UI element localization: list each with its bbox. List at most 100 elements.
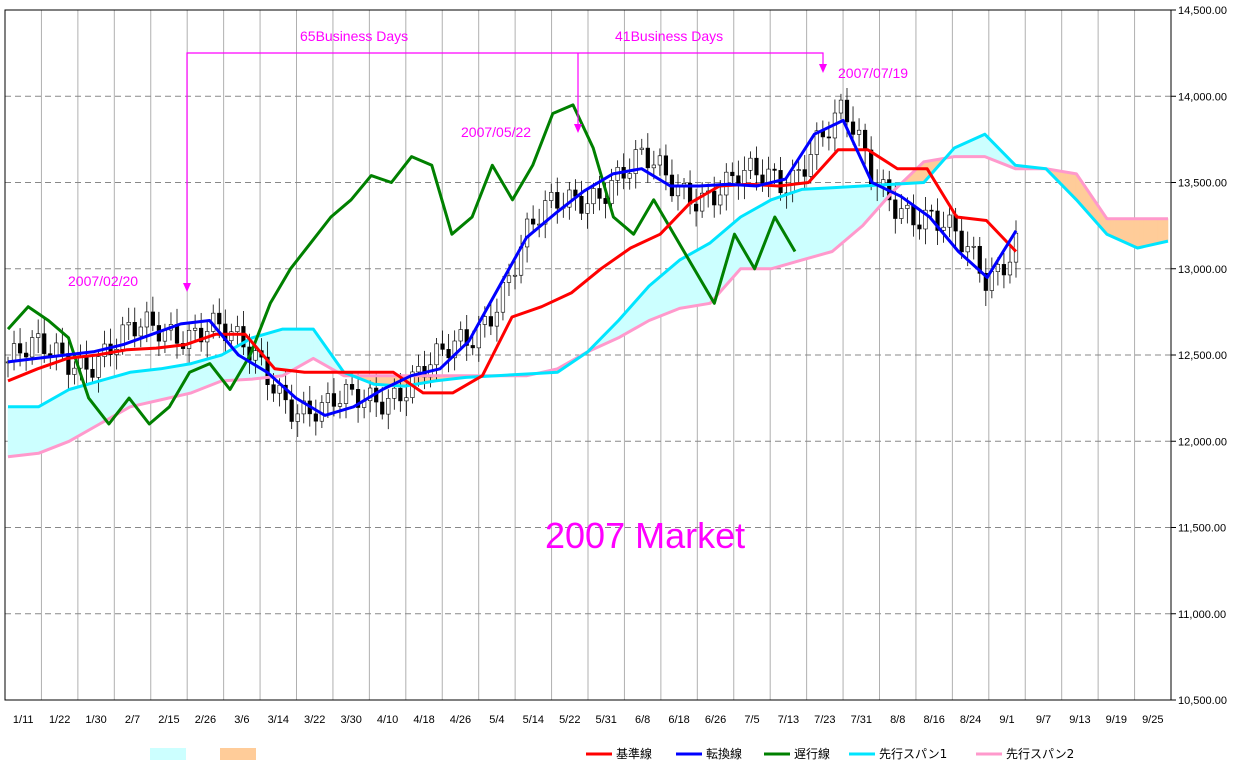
candle-body xyxy=(929,209,934,212)
y-tick-label: 14,500.00 xyxy=(1178,5,1227,17)
candle-body xyxy=(700,192,705,212)
y-tick-label: 11,500.00 xyxy=(1178,523,1226,535)
kumo-segment xyxy=(22,406,28,456)
kumo-segment xyxy=(167,366,174,399)
annotation-65-days: 65Business Days xyxy=(300,28,408,44)
x-tick-label: 7/23 xyxy=(814,714,835,726)
x-tick-label: 8/16 xyxy=(923,714,944,726)
x-tick-label: 6/18 xyxy=(668,714,689,726)
kumo-segment xyxy=(818,187,824,256)
kumo-segment xyxy=(36,404,43,454)
kumo-segment xyxy=(41,401,48,453)
kumo-segment xyxy=(832,187,839,252)
kumo-segment xyxy=(27,406,33,455)
x-tick-label: 5/22 xyxy=(559,714,580,726)
annotation-date-0522: 2007/05/22 xyxy=(461,124,531,140)
x-tick-label: 6/8 xyxy=(635,714,650,726)
candle-body xyxy=(132,322,137,337)
candle-body xyxy=(748,157,753,171)
kumo-segment xyxy=(133,370,140,407)
candle-body xyxy=(760,174,765,184)
x-tick-label: 6/26 xyxy=(705,714,726,726)
kumo-segment xyxy=(95,380,101,427)
candle-body xyxy=(446,349,451,359)
series-line xyxy=(8,132,1169,409)
candle-body xyxy=(597,188,602,199)
kumo-segment xyxy=(7,406,14,458)
kumo-segment xyxy=(269,330,276,378)
candle-body xyxy=(579,196,584,214)
candle-body xyxy=(814,130,819,155)
x-tick-label: 4/18 xyxy=(413,714,434,726)
candle-body xyxy=(730,171,735,177)
y-tick-label: 14,000.00 xyxy=(1178,91,1227,103)
candle-body xyxy=(162,329,168,342)
kumo-segment xyxy=(682,255,688,309)
x-tick-label: 5/14 xyxy=(523,714,544,726)
candle-body xyxy=(826,136,831,139)
kumo-segment xyxy=(289,328,295,373)
kumo-segment xyxy=(1143,218,1149,248)
x-tick-label: 1/22 xyxy=(49,714,70,726)
x-tick-label: 9/13 xyxy=(1069,714,1090,726)
kumo-segment xyxy=(226,349,232,381)
candle-body xyxy=(283,384,288,401)
candle-body xyxy=(850,121,856,135)
x-tick-label: 9/7 xyxy=(1036,714,1051,726)
x-tick-label: 8/8 xyxy=(890,714,905,726)
kumo-segment xyxy=(153,368,159,402)
candle-body xyxy=(54,342,59,357)
kumo-segment xyxy=(701,244,708,305)
candle-body xyxy=(923,209,928,230)
arrowhead-0522 xyxy=(574,124,582,133)
candle-body xyxy=(337,403,343,407)
kumo-segment xyxy=(1124,218,1130,245)
kumo-segment xyxy=(163,367,169,400)
candle-body xyxy=(796,169,801,171)
candle-body xyxy=(11,343,17,363)
annotation-41-days: 41Business Days xyxy=(615,28,723,44)
candle-body xyxy=(965,246,970,253)
candle-body xyxy=(790,169,795,194)
kumo-segment xyxy=(221,351,227,382)
kumo-segment xyxy=(56,393,62,447)
market-label: 2007 Market xyxy=(545,515,745,556)
legend-label: 遅行線 xyxy=(794,746,830,761)
candle-body xyxy=(398,387,403,402)
candle-body xyxy=(627,173,632,179)
x-tick-label: 2/7 xyxy=(125,714,140,726)
candle-body xyxy=(72,367,77,375)
x-tick-label: 3/22 xyxy=(304,714,325,726)
kumo-segment xyxy=(658,273,664,318)
candle-body xyxy=(452,340,457,359)
candle-body xyxy=(971,245,976,248)
candle-body xyxy=(712,190,717,206)
bracket-arrowheads xyxy=(183,64,827,292)
kumo-segment xyxy=(61,390,67,445)
candle-body xyxy=(567,189,572,208)
kumo-segment xyxy=(138,370,145,406)
candle-body xyxy=(458,329,463,342)
candle-body xyxy=(42,333,47,354)
kumo-segment xyxy=(774,196,781,269)
candle-body xyxy=(386,398,391,415)
bracket-line xyxy=(186,52,824,285)
candle-body xyxy=(959,230,964,253)
candle-body xyxy=(331,393,337,407)
x-tick-label: 7/5 xyxy=(744,714,759,726)
candle-body xyxy=(253,350,258,361)
legend-label: 基準線 xyxy=(616,746,652,761)
kumo-segment xyxy=(1138,218,1145,249)
candle-body xyxy=(1001,264,1007,276)
candle-body xyxy=(301,400,306,415)
kumo-segment xyxy=(196,360,203,391)
kumo-segment xyxy=(51,396,57,449)
candle-body xyxy=(506,275,512,283)
candle-body xyxy=(754,157,759,176)
candle-body xyxy=(838,99,844,114)
candle-body xyxy=(808,154,813,177)
grid xyxy=(5,10,1171,700)
candle-body xyxy=(1007,261,1013,276)
candle-body xyxy=(863,129,868,151)
candle-body xyxy=(911,204,916,226)
